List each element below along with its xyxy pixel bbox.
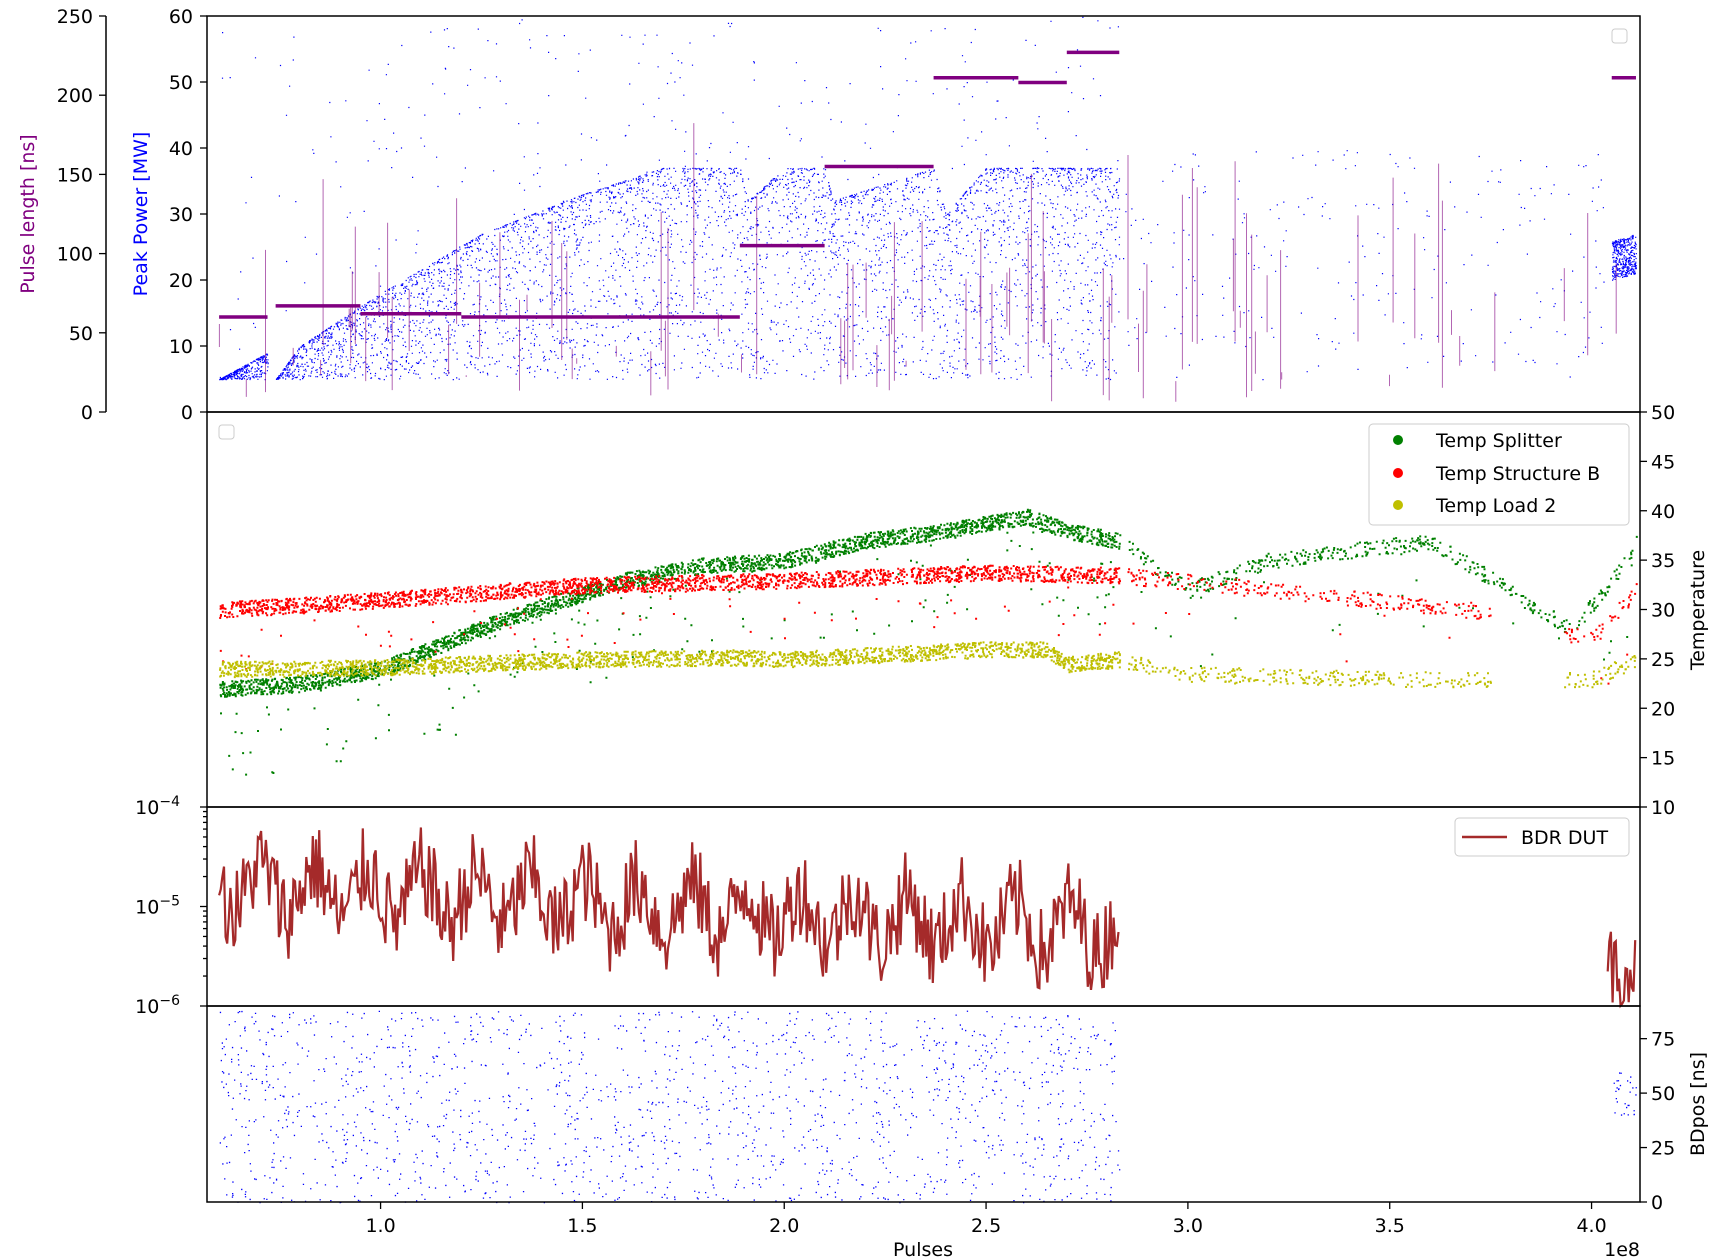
x-axis-label: Pulses [893,1239,953,1260]
tick-label-peak-power-3: 30 [169,204,193,226]
tick-label-temperature-7: 45 [1651,451,1675,473]
tick-label-bdr-1: 10−5 [135,894,180,919]
temp-series-2 [219,641,1637,689]
pulse-length-axis-label: Pulse length [ns] [17,134,39,293]
tick-label-pulse-length-2: 100 [57,244,93,266]
bdpos-panel [206,1005,1641,1203]
x-offset-label: 1e8 [1604,1239,1640,1260]
tick-label-temperature-8: 50 [1651,402,1675,424]
tick-label-pulse-length-1: 50 [69,323,93,345]
tick-label-peak-power-0: 0 [181,402,193,424]
bdr-dut-line-late [1606,931,1637,1009]
tick-label-peak-power-1: 10 [169,336,193,358]
tick-label-x-2: 2.0 [769,1215,799,1237]
tick-label-bdpos-1: 25 [1651,1138,1675,1160]
tick-label-peak-power-4: 40 [169,138,193,160]
bdr-legend: BDR DUT [1454,817,1630,857]
tick-label-temperature-2: 20 [1651,698,1675,720]
legend-marker-temp-load-2 [1393,500,1403,510]
peak-power-axis-label: Peak Power [MW] [130,132,152,297]
tick-label-pulse-length-5: 250 [57,6,93,28]
tick-label-bdpos-2: 50 [1651,1083,1675,1105]
temperature-legend: Temp Splitter Temp Structure B Temp Load… [1368,423,1630,526]
tick-label-x-6: 4.0 [1576,1215,1606,1237]
tick-label-x-5: 3.5 [1375,1215,1405,1237]
tick-label-bdpos-0: 0 [1651,1192,1663,1214]
tick-label-temperature-1: 15 [1651,748,1675,770]
tick-label-bdpos-3: 75 [1651,1029,1675,1051]
legend-label-bdr-dut: BDR DUT [1521,827,1608,849]
legend-marker-temp-splitter [1393,435,1403,445]
tick-label-x-1: 1.5 [567,1215,597,1237]
tick-label-pulse-length-0: 0 [81,402,93,424]
tick-label-pulse-length-3: 150 [57,164,93,186]
tick-label-peak-power-2: 20 [169,270,193,292]
tick-label-temperature-6: 40 [1651,501,1675,523]
legend-label-temp-structure-b: Temp Structure B [1435,463,1600,485]
pulse-length-scatter [218,123,1617,402]
tick-label-peak-power-5: 50 [169,72,193,94]
tick-label-temperature-4: 30 [1651,600,1675,622]
tick-label-x-4: 3.0 [1173,1215,1203,1237]
tick-label-x-3: 2.5 [971,1215,1001,1237]
tick-label-pulse-length-4: 200 [57,85,93,107]
tick-label-x-0: 1.0 [365,1215,395,1237]
legend-label-temp-splitter: Temp Splitter [1435,430,1562,452]
bdpos-axis-label: BDpos [ns] [1687,1052,1709,1156]
temperature-axis-label: Temperature [1687,550,1709,671]
legend-marker-temp-structure-b [1393,468,1403,478]
tick-label-temperature-0: 10 [1651,797,1675,819]
tick-label-temperature-3: 25 [1651,649,1675,671]
tick-label-peak-power-6: 60 [169,6,193,28]
bdr-dut-line [218,827,1120,991]
tick-label-temperature-5: 35 [1651,550,1675,572]
legend-label-temp-load-2: Temp Load 2 [1435,495,1556,517]
empty-legend-box-temp [218,424,235,440]
empty-legend-box-top [1611,28,1628,44]
